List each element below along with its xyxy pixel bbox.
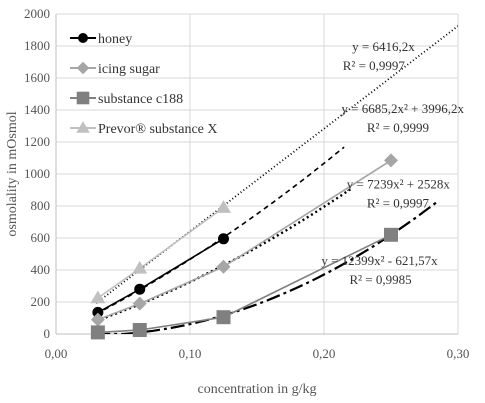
- data-point-icing-sugar: [132, 296, 147, 311]
- y-axis-title: osmolality in mOsmol: [5, 111, 20, 236]
- x-tick-label: 0,00: [45, 346, 68, 361]
- data-point-substance-c188: [216, 310, 231, 325]
- data-point-honey: [92, 306, 104, 318]
- series-line-prevor-substance-x: [97, 206, 224, 299]
- data-point-prevor-substance-x: [132, 260, 148, 274]
- data-point-prevor-substance-x: [90, 290, 106, 304]
- legend-marker-icing-sugar: [76, 61, 90, 75]
- trend-r-squared: R² = 0,9999: [367, 120, 429, 135]
- legend-marker-honey: [78, 33, 88, 43]
- legend-marker-substance-c188: [76, 91, 90, 105]
- trendline-substance-c188: [96, 200, 439, 334]
- y-tick-label: 1400: [24, 102, 50, 117]
- legend-label: Prevor® substance X: [98, 122, 218, 137]
- y-tick-label: 200: [31, 294, 51, 309]
- legend-label: substance c188: [98, 92, 183, 107]
- y-tick-label: 400: [31, 262, 51, 277]
- y-tick-label: 0: [44, 326, 51, 341]
- legend-marker-prevor-substance-x: [76, 121, 90, 133]
- y-tick-label: 1800: [24, 38, 50, 53]
- y-tick-label: 2000: [24, 6, 50, 21]
- data-points: [90, 153, 398, 340]
- data-point-icing-sugar: [384, 153, 398, 168]
- y-tick-label: 1200: [24, 134, 50, 149]
- y-tick-label: 1000: [24, 166, 50, 181]
- data-point-substance-c188: [384, 227, 398, 242]
- grid: [56, 13, 459, 334]
- x-tick-label: 0,10: [179, 346, 202, 361]
- series-line-icing-sugar: [97, 159, 392, 321]
- data-point-icing-sugar: [90, 312, 105, 327]
- legend-label: icing sugar: [98, 62, 160, 77]
- trend-r-squared: R² = 0,9997: [367, 195, 430, 210]
- y-tick-label: 800: [31, 198, 51, 213]
- y-tick-label: 600: [31, 230, 51, 245]
- trendline-prevor-substance-x: [95, 25, 458, 304]
- data-point-honey: [218, 233, 229, 245]
- trend-r-squared: R² = 0,9985: [349, 272, 411, 287]
- data-point-prevor-substance-x: [216, 200, 231, 213]
- data-point-substance-c188: [90, 325, 105, 340]
- x-axis-title: concentration in g/kg: [198, 382, 317, 397]
- trend-equation: y = 12399x² - 621,57x: [321, 253, 438, 268]
- y-tick-label: 1600: [24, 70, 50, 85]
- tick-labels: 0 200 400 600 800 1000 1200 1400 1600 1800 2000 0,0…: [24, 6, 469, 361]
- legend-label: honey: [98, 32, 132, 47]
- trend-r-squared: R² = 0,9997: [343, 58, 406, 73]
- data-point-honey: [134, 283, 146, 295]
- data-point-substance-c188: [132, 323, 147, 337]
- data-point-icing-sugar: [216, 259, 231, 274]
- trendline-honey: [95, 146, 345, 315]
- legend: honey icing sugar substance c188 Prevor® su…: [70, 32, 218, 137]
- series-line-substance-c188: [97, 234, 392, 334]
- x-tick-label: 0,20: [313, 346, 336, 361]
- trend-equation: y = 7239x² + 2528x: [347, 176, 451, 191]
- trend-equation: y = 6416,2x: [352, 39, 415, 54]
- trend-equations: y = 6416,2x R² = 0,9997 y = 6685,2x² + 399…: [321, 39, 464, 287]
- trend-equation: y = 6685,2x² + 3996,2x: [341, 101, 464, 116]
- x-tick-label: 0,30: [447, 346, 470, 361]
